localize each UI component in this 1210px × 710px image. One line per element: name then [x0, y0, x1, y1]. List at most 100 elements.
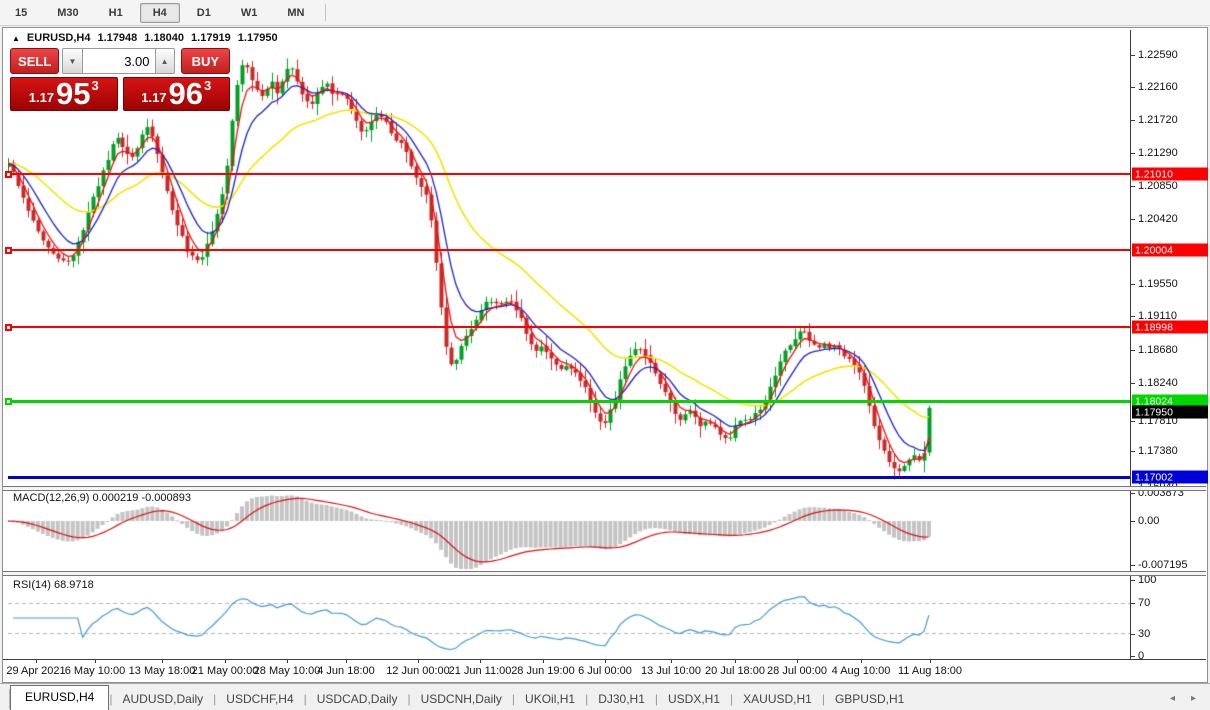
- macd_panel-tick-mark: [1130, 565, 1135, 566]
- chart-tab-audusd[interactable]: AUDUSD,Daily: [122, 692, 204, 706]
- tab-scroll-arrows: ◂ ▸: [1170, 693, 1196, 704]
- time-tick-label: 12 Jun 00:00: [386, 665, 450, 677]
- tab-bar-notch: [0, 689, 10, 709]
- time-tick-label: 28 Jul 00:00: [767, 665, 827, 677]
- hline-left-handle[interactable]: [5, 246, 12, 254]
- timeframe-button-mn[interactable]: MN: [287, 6, 305, 19]
- chart-tab-gbpusd[interactable]: GBPUSD,H1: [834, 692, 905, 706]
- hline-left-handle[interactable]: [5, 397, 12, 405]
- chart-header: ▲ EURUSD,H4 1.17948 1.18040 1.17919 1.17…: [12, 32, 278, 44]
- time-tick-label: 6 May 10:00: [64, 665, 126, 677]
- price-tick-label: 1.17380: [1138, 445, 1178, 457]
- chart-tab-xauusd[interactable]: XAUUSD,H1: [743, 692, 812, 706]
- chart-tab-eurusd[interactable]: EURUSD,H4: [10, 685, 110, 710]
- trade-widget-top-row: SELL ▼ ▲ BUY: [10, 48, 230, 74]
- chart-tab-dj30[interactable]: DJ30,H1: [598, 692, 645, 706]
- chart-tab-usdx[interactable]: USDX,H1: [668, 692, 721, 706]
- macd_panel-tick-mark: [1130, 521, 1135, 522]
- horizontal-line-1.17002[interactable]: [8, 475, 1130, 479]
- tab-separator: |: [585, 692, 589, 706]
- price-tick-mark: [1130, 186, 1135, 187]
- time-tick-label: 13 Jul 10:00: [641, 665, 701, 677]
- price-tick-mark: [1130, 350, 1135, 351]
- sell-price-box[interactable]: 1.17 95 3: [10, 77, 118, 111]
- tab-scroll-left-icon[interactable]: ◂: [1169, 693, 1175, 704]
- price-tick-label: 1.19550: [1138, 278, 1178, 290]
- chart-tab-ukoil[interactable]: UKOil,H1: [525, 692, 576, 706]
- ohlc-open: 1.17948: [97, 32, 138, 44]
- collapse-triangle-icon[interactable]: ▲: [12, 33, 20, 43]
- time-tick-mark: [671, 659, 672, 663]
- chart-tab-usdcad[interactable]: USDCAD,Daily: [316, 692, 398, 706]
- toolbar-separator: [325, 4, 327, 21]
- sell-price-big: 95: [56, 76, 91, 111]
- horizontal-line-1.21010[interactable]: [8, 173, 1130, 175]
- volume-input[interactable]: [82, 48, 155, 74]
- time-tick-label: 21 Jun 11:00: [448, 665, 512, 677]
- price-tick-mark: [1130, 87, 1135, 88]
- timeframe-button-w1[interactable]: W1: [240, 6, 258, 19]
- buy-button[interactable]: BUY: [180, 48, 230, 74]
- symbol-timeframe-label: EURUSD,H4: [26, 32, 91, 44]
- horizontal-line-1.20004[interactable]: [8, 249, 1130, 251]
- ohlc-low: 1.17919: [191, 32, 231, 44]
- price-tick-mark: [1130, 219, 1135, 220]
- time-tick-mark: [543, 659, 544, 663]
- chart-tab-usdchf[interactable]: USDCHF,H4: [226, 692, 294, 706]
- price-axis-line: [1130, 30, 1131, 659]
- time-tick-label: 20 Jul 18:00: [705, 665, 765, 677]
- rsi_panel-tick-label: 70: [1138, 597, 1151, 609]
- macd-indicator-canvas[interactable]: [8, 490, 1130, 570]
- price-tick-mark: [1130, 153, 1135, 154]
- volume-decrease-button[interactable]: ▼: [62, 48, 83, 74]
- time-tick-mark: [605, 659, 606, 663]
- time-tick-label: 13 May 18:00: [128, 665, 196, 677]
- time-tick-label: 11 Aug 18:00: [897, 665, 963, 677]
- hline-left-handle[interactable]: [5, 170, 12, 178]
- rsi_panel-tick-label: 100: [1138, 574, 1157, 586]
- hline-left-handle[interactable]: [5, 323, 12, 331]
- time-tick-mark: [480, 659, 481, 663]
- one-click-trading-widget: SELL ▼ ▲ BUY 1.17 95 3 1.17 96 3: [10, 48, 230, 111]
- time-tick-mark: [36, 659, 37, 663]
- price-tick-mark: [1130, 55, 1135, 56]
- price-tick-mark: [1130, 451, 1135, 452]
- timeframe-button-h1[interactable]: H1: [108, 6, 123, 19]
- price-tick-label: 1.18240: [1138, 377, 1178, 389]
- macd-panel-splitter[interactable]: [3, 486, 1206, 491]
- chart-tab-usdcnh[interactable]: USDCNH,Daily: [420, 692, 502, 706]
- time-tick-label: 21 May 00:00: [191, 665, 259, 677]
- timeframe-button-d1[interactable]: D1: [196, 6, 211, 19]
- price-tick-label: 1.22160: [1138, 81, 1178, 93]
- timeframe-button-m30[interactable]: M30: [57, 6, 79, 19]
- buy-price-box[interactable]: 1.17 96 3: [122, 77, 230, 111]
- trade-widget-price-row: 1.17 95 3 1.17 96 3: [10, 77, 230, 111]
- hline-price-label: 1.21010: [1132, 167, 1208, 181]
- rsi-indicator-canvas[interactable]: [8, 577, 1130, 658]
- time-tick-label: 4 Aug 10:00: [831, 665, 891, 677]
- tabs-container: EURUSD,H4 | AUDUSD,Daily | USDCHF,H4 | USDCAD,…: [10, 684, 914, 710]
- price-tick-label: 1.21290: [1138, 147, 1178, 159]
- volume-increase-button[interactable]: ▲: [154, 48, 175, 74]
- tab-scroll-right-icon[interactable]: ▸: [1190, 693, 1196, 704]
- horizontal-line-1.18024[interactable]: [8, 399, 1130, 403]
- price-tick-mark: [1130, 120, 1135, 121]
- sell-button[interactable]: SELL: [10, 48, 60, 74]
- time-tick-mark: [930, 659, 931, 663]
- timeframe-button-15[interactable]: 15: [15, 6, 28, 19]
- tab-separator: |: [213, 692, 217, 706]
- time-tick-mark: [95, 659, 96, 663]
- macd_panel-tick-mark: [1130, 493, 1135, 494]
- chart-tab-bar: EURUSD,H4 | AUDUSD,Daily | USDCHF,H4 | USDCAD,…: [0, 683, 1210, 710]
- horizontal-line-1.18998[interactable]: [8, 326, 1130, 328]
- tab-separator: |: [821, 692, 825, 706]
- hline-price-label: 1.20004: [1132, 243, 1208, 257]
- time-tick-mark: [735, 659, 736, 663]
- rsi-panel-splitter[interactable]: [3, 571, 1206, 576]
- macd-title: MACD(12,26,9) 0.000219 -0.000893: [13, 492, 191, 504]
- hline-price-label: 1.18998: [1132, 320, 1208, 334]
- price-tick-mark: [1130, 383, 1135, 384]
- price-tick-label: 1.22590: [1138, 49, 1178, 61]
- time-tick-mark: [861, 659, 862, 663]
- timeframe-button-h4[interactable]: H4: [139, 2, 180, 23]
